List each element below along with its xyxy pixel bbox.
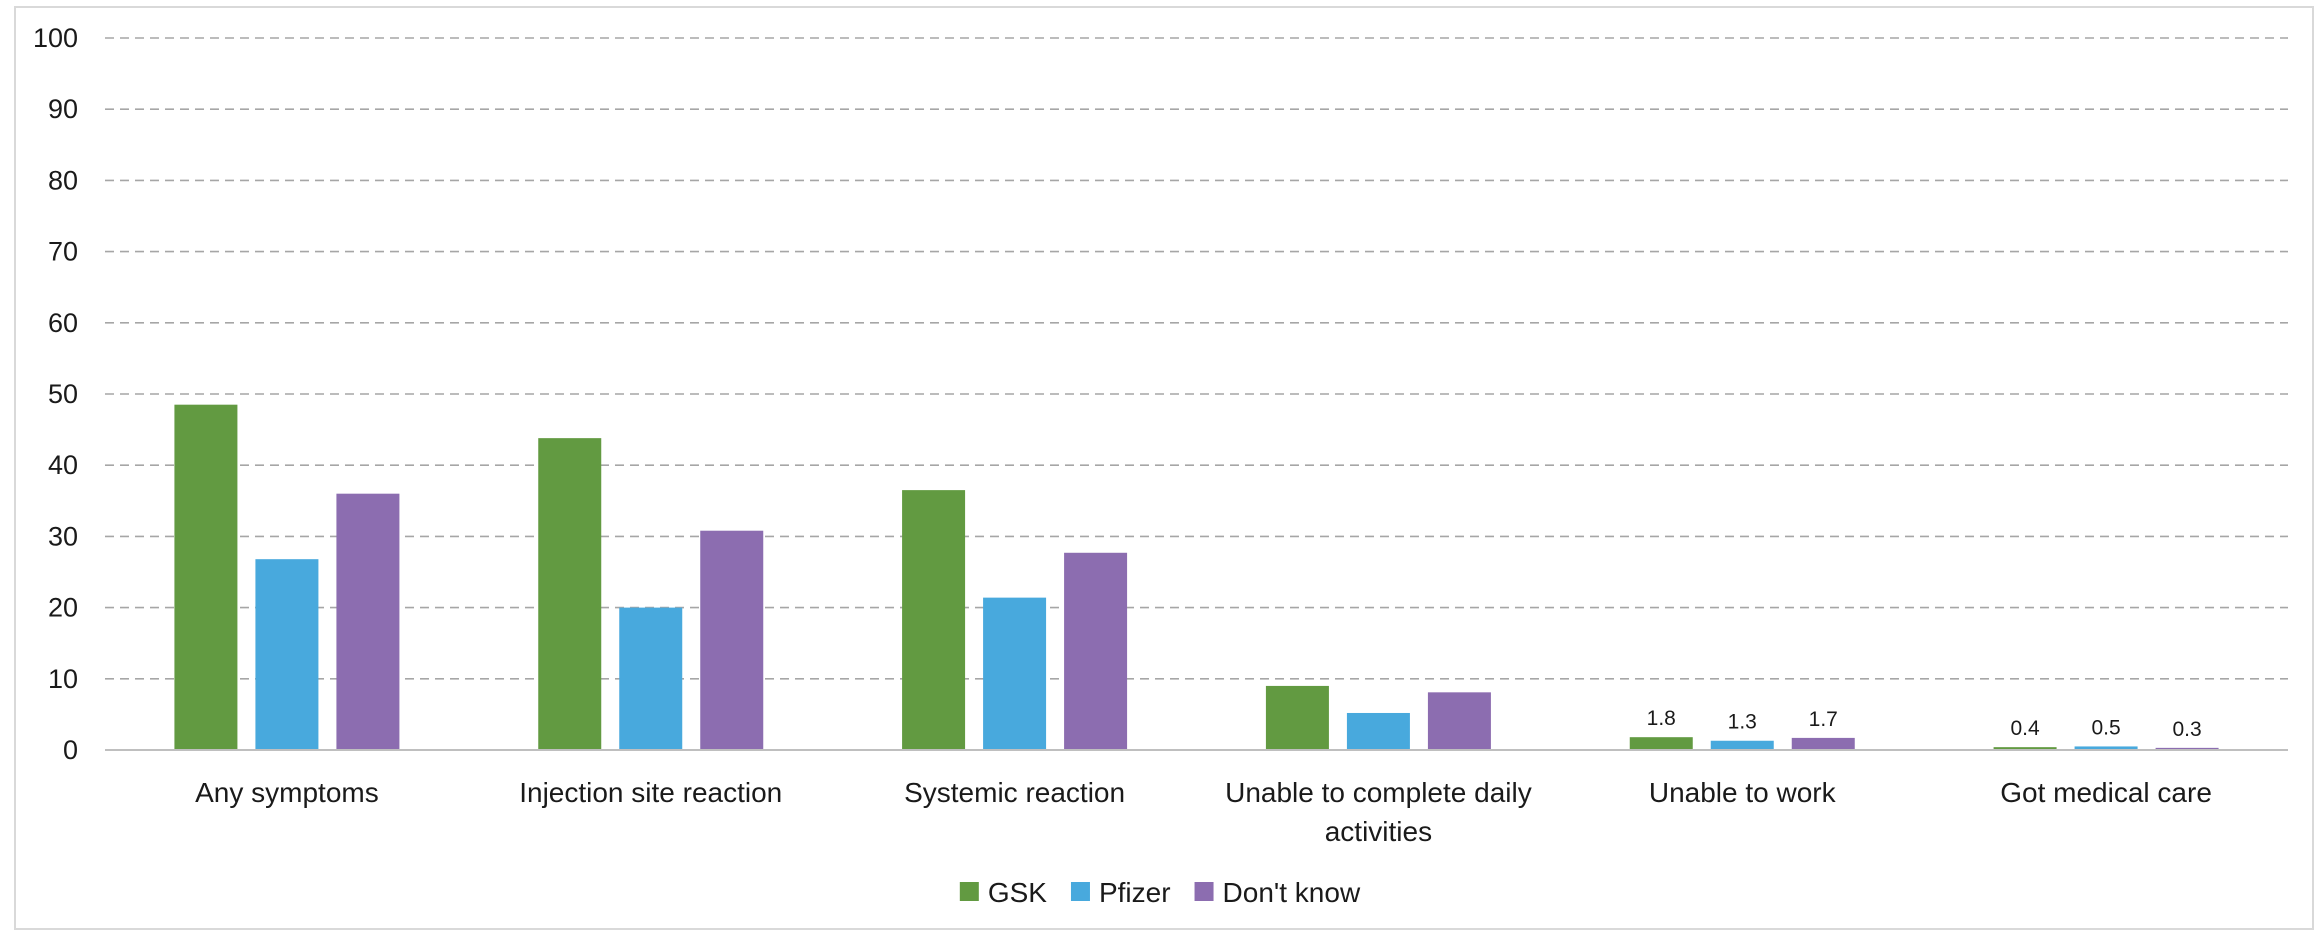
bar-don-t-know-2 (1064, 552, 1128, 750)
y-tick-label: 60 (48, 308, 78, 338)
y-axis-ticks: 0 10 20 30 40 50 60 70 80 90 100 (33, 23, 78, 765)
bar-gsk-2 (902, 490, 966, 750)
x-tick-label: Any symptoms (195, 777, 379, 808)
data-label: 0.5 (2091, 716, 2120, 739)
data-label: 0.3 (2172, 718, 2201, 741)
legend-swatch (959, 882, 979, 901)
x-axis-labels: Any symptoms Injection site reaction Syste… (195, 777, 2212, 847)
y-tick-label: 100 (33, 23, 78, 53)
y-tick-label: 40 (48, 450, 78, 480)
bar-gsk-5 (1993, 747, 2057, 750)
data-label: 1.8 (1647, 707, 1676, 730)
y-tick-label: 70 (48, 237, 78, 267)
data-labels: 1.8 1.3 1.7 0.4 0.5 0.3 (1647, 707, 2202, 741)
x-tick-label: Injection site reaction (519, 777, 782, 808)
data-label: 0.4 (2010, 717, 2040, 740)
legend-label: GSK (988, 877, 1047, 908)
y-tick-label: 80 (48, 165, 78, 195)
x-tick-label: Systemic reaction (904, 777, 1125, 808)
data-label: 1.3 (1728, 711, 1757, 734)
bar-pfizer-1 (619, 607, 683, 750)
x-tick-label: Unable to work (1649, 777, 1837, 808)
legend-swatch (1070, 882, 1090, 901)
gridlines (105, 37, 2288, 680)
bar-don-t-know-5 (2155, 747, 2219, 750)
chart-frame (14, 6, 2314, 930)
bars (174, 404, 2219, 750)
x-tick-label: Unable to complete daily (1225, 777, 1532, 808)
bar-don-t-know-1 (700, 530, 764, 750)
y-tick-label: 0 (63, 735, 78, 765)
y-tick-label: 90 (48, 94, 78, 124)
legend-swatch (1194, 882, 1214, 901)
y-tick-label: 50 (48, 379, 78, 409)
legend-label: Pfizer (1099, 877, 1171, 908)
bar-pfizer-0 (255, 559, 319, 750)
bar-don-t-know-3 (1427, 692, 1491, 750)
y-tick-label: 10 (48, 664, 78, 694)
bar-pfizer-5 (2074, 746, 2138, 750)
bar-don-t-know-0 (336, 493, 400, 750)
bar-pfizer-2 (983, 597, 1047, 750)
data-label: 1.7 (1809, 708, 1838, 731)
bar-gsk-0 (174, 404, 238, 750)
legend-label: Don't know (1223, 877, 1361, 908)
bar-don-t-know-4 (1791, 737, 1855, 750)
x-tick-label: activities (1325, 816, 1432, 847)
y-tick-label: 30 (48, 521, 78, 551)
x-tick-label: Got medical care (2000, 777, 2212, 808)
bar-gsk-3 (1265, 685, 1329, 750)
bar-gsk-1 (538, 438, 602, 750)
y-tick-label: 20 (48, 593, 78, 623)
bar-gsk-4 (1629, 737, 1693, 750)
bar-pfizer-4 (1710, 740, 1774, 750)
legend: GSK Pfizer Don't know (959, 877, 1361, 908)
bar-pfizer-3 (1346, 712, 1410, 750)
